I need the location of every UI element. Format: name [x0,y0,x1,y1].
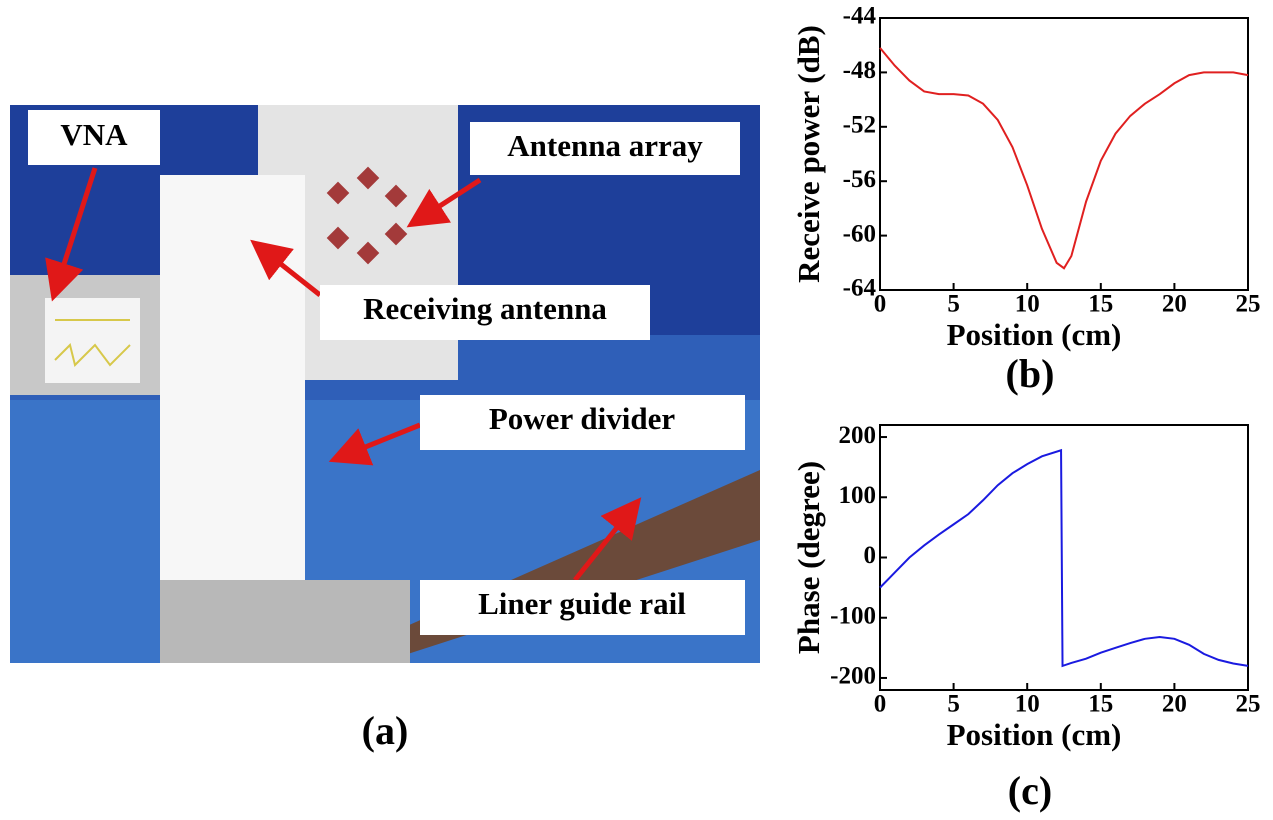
y-tick-label: -48 [843,57,876,84]
x-tick-label: 0 [874,291,887,318]
photo-label: Liner guide rail [478,586,686,621]
x-tick-label: 0 [874,691,887,718]
data-line [880,450,1248,666]
y-tick-label: -44 [843,3,877,30]
photo-label: Antenna array [507,128,703,163]
x-tick-label: 25 [1236,691,1261,718]
chart-caption: (b) [1006,351,1055,396]
photo-label: VNA [60,117,128,152]
x-axis-label: Position (cm) [947,317,1122,352]
photo-caption: (a) [362,708,409,753]
x-tick-label: 10 [1015,691,1040,718]
y-tick-label: 100 [839,482,877,509]
figure: VNA Antenna array Receiving antenna Powe… [0,0,1273,820]
x-tick-label: 15 [1088,691,1113,718]
photo-label: Power divider [489,401,675,436]
y-tick-label: -64 [843,275,877,302]
y-tick-label: 200 [839,422,877,449]
plot-frame [880,18,1248,290]
chart-caption: (c) [1008,768,1052,813]
y-axis-label: Phase (degree) [791,461,826,654]
data-line [880,48,1248,268]
y-tick-label: -52 [843,112,876,139]
y-tick-label: -60 [843,220,876,247]
plot-frame [880,425,1248,690]
x-tick-label: 25 [1236,291,1261,318]
x-tick-label: 5 [947,291,960,318]
y-tick-label: -56 [843,166,876,193]
x-tick-label: 20 [1162,291,1187,318]
y-tick-label: -100 [830,602,876,629]
x-tick-label: 20 [1162,691,1187,718]
x-tick-label: 5 [947,691,960,718]
photo-label: Receiving antenna [363,291,607,326]
y-tick-label: -200 [830,663,876,690]
x-tick-label: 15 [1088,291,1113,318]
y-axis-label: Receive power (dB) [791,25,826,283]
y-tick-label: 0 [864,542,877,569]
photo: VNA Antenna array Receiving antenna Powe… [10,105,760,753]
x-axis-label: Position (cm) [947,717,1122,752]
x-tick-label: 10 [1015,291,1040,318]
